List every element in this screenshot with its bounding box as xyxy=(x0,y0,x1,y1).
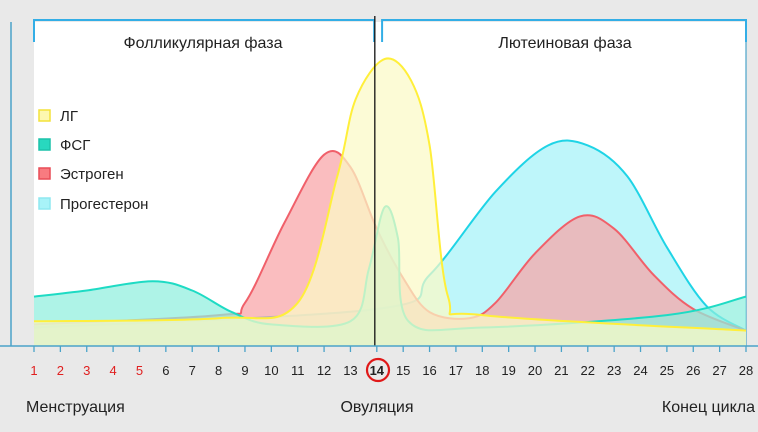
legend-label-estrogen: Эстроген xyxy=(60,166,124,183)
legend: ЛГ ФСГ Эстроген Прогестерон xyxy=(38,108,148,213)
x-tick-label-26: 26 xyxy=(686,363,700,378)
x-tick-label-5: 5 xyxy=(136,363,143,378)
x-tick-label-25: 25 xyxy=(660,363,674,378)
x-tick-label-12: 12 xyxy=(317,363,331,378)
legend-label-progesterone: Прогестерон xyxy=(60,196,148,213)
x-tick-label-10: 10 xyxy=(264,363,278,378)
x-tick-label-24: 24 xyxy=(633,363,647,378)
x-tick-label-3: 3 xyxy=(83,363,90,378)
x-tick-label-27: 27 xyxy=(712,363,726,378)
x-tick-label-20: 20 xyxy=(528,363,542,378)
x-tick-label-28: 28 xyxy=(739,363,753,378)
phase-label-follicular: Фолликулярная фаза xyxy=(123,35,282,52)
x-tick-label-16: 16 xyxy=(422,363,436,378)
x-tick-label-17: 17 xyxy=(449,363,463,378)
legend-label-lh: ЛГ xyxy=(60,108,78,125)
x-tick-label-4: 4 xyxy=(109,363,116,378)
x-tick-label-19: 19 xyxy=(501,363,515,378)
area-lh xyxy=(34,58,746,347)
x-axis-ticks: 1 2 3 4 5 6 7 8 9 10 11 12 13 14 15 16 17 18 19 20 21 22 23 24 2… xyxy=(30,346,753,378)
label-menstruation: Менструация xyxy=(26,399,125,416)
x-tick-label-7: 7 xyxy=(189,363,196,378)
label-ovulation: Овуляция xyxy=(340,399,413,416)
x-tick-label-21: 21 xyxy=(554,363,568,378)
legend-swatch-lh xyxy=(38,109,51,122)
x-tick-label-9: 9 xyxy=(241,363,248,378)
phase-label-luteal: Лютеиновая фаза xyxy=(498,35,631,52)
label-cycle-end: Конец цикла xyxy=(662,399,755,416)
line-lh xyxy=(33,57,747,332)
x-tick-label-14: 14 xyxy=(370,363,385,378)
x-tick-label-15: 15 xyxy=(396,363,410,378)
legend-swatch-fsh xyxy=(38,138,51,151)
x-tick-label-6: 6 xyxy=(162,363,169,378)
phase-bracket-luteal xyxy=(381,19,747,42)
x-tick-label-18: 18 xyxy=(475,363,489,378)
x-tick-label-11: 11 xyxy=(291,363,305,378)
ovulation-day-marker xyxy=(365,357,391,383)
x-tick-label-8: 8 xyxy=(215,363,222,378)
area-estrogen xyxy=(34,150,746,346)
series-areas xyxy=(33,57,747,347)
legend-swatch-estrogen xyxy=(38,167,51,180)
x-tick-label-23: 23 xyxy=(607,363,621,378)
x-tick-label-2: 2 xyxy=(57,363,64,378)
legend-swatch-progesterone xyxy=(38,197,51,210)
x-tick-label-13: 13 xyxy=(343,363,357,378)
x-tick-label-1: 1 xyxy=(30,363,37,378)
x-tick-label-22: 22 xyxy=(581,363,595,378)
legend-label-fsh: ФСГ xyxy=(60,137,90,154)
